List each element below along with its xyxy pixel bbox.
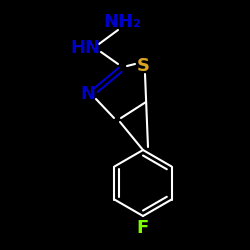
Text: N: N (80, 85, 96, 103)
Text: HN: HN (70, 39, 100, 57)
Text: F: F (137, 219, 149, 237)
Text: NH₂: NH₂ (103, 13, 141, 31)
Text: S: S (136, 57, 149, 75)
